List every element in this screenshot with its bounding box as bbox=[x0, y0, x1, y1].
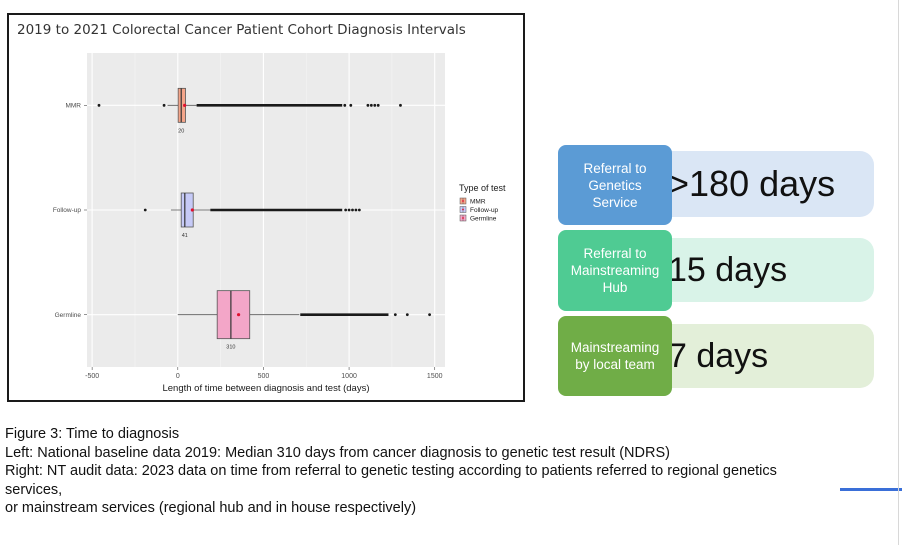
boxplot-chart: 20 MMR 41 Follow-up 310 Germline -500 0 500 1000 1… bbox=[53, 53, 506, 394]
flow-label-hub: Referral to Mainstreaming Hub bbox=[558, 230, 672, 311]
outlier-point bbox=[357, 208, 361, 212]
legend-label-mmr: MMR bbox=[470, 198, 486, 205]
caption-line-5: or mainstream services (regional hub and… bbox=[5, 500, 417, 517]
flow-value-genetics: >180 days bbox=[654, 151, 874, 217]
median-label-follow-up: 41 bbox=[182, 233, 188, 239]
x-tick-label: 0 bbox=[176, 373, 180, 380]
outlier-point bbox=[393, 313, 397, 317]
flow-value-hub: 15 days bbox=[654, 238, 874, 302]
mean-germline bbox=[236, 313, 241, 317]
figure-caption: Figure 3: Time to diagnosis Left: Nation… bbox=[5, 425, 903, 518]
caption-line-4: services, bbox=[5, 481, 63, 498]
legend-title: Type of test bbox=[459, 183, 506, 193]
outlier-point bbox=[399, 103, 402, 107]
outlier-point bbox=[373, 103, 377, 107]
outlier-point bbox=[347, 208, 351, 212]
legend-key-mean bbox=[462, 200, 464, 202]
legend-label-follow-up: Follow-up bbox=[470, 207, 499, 214]
spellcheck-underline bbox=[840, 482, 902, 490]
outlier-point bbox=[349, 103, 353, 107]
caption-line-2: Left: National baseline data 2019: Media… bbox=[5, 444, 670, 461]
page-edge-divider bbox=[898, 0, 899, 545]
legend-label-germline: Germline bbox=[470, 215, 497, 222]
outlier-point bbox=[376, 103, 380, 107]
median-label-germline: 310 bbox=[226, 345, 235, 351]
spellcheck-underline-2 bbox=[840, 486, 902, 491]
outlier-point bbox=[354, 208, 358, 212]
box-germline bbox=[216, 290, 251, 340]
category-label-germline: Germline bbox=[55, 312, 82, 319]
x-tick-label: 1500 bbox=[427, 373, 443, 380]
chart-frame: 2019 to 2021 Colorectal Cancer Patient C… bbox=[7, 13, 525, 402]
flow-row-hub: 15 days Referral to Mainstreaming Hub bbox=[558, 230, 878, 311]
caption-line-1: Figure 3: Time to diagnosis bbox=[5, 426, 180, 442]
outlier-point bbox=[162, 103, 166, 107]
mean-mmr bbox=[183, 103, 187, 107]
outlier-point bbox=[351, 208, 354, 212]
outlier-point bbox=[343, 103, 347, 107]
outlier-point bbox=[366, 103, 370, 107]
outlier-point bbox=[344, 208, 348, 212]
x-tick-label: -500 bbox=[85, 373, 99, 380]
x-tick-label: 500 bbox=[258, 373, 270, 380]
category-label-mmr: MMR bbox=[65, 103, 81, 110]
legend-key-mean bbox=[462, 208, 464, 211]
mean-follow-up bbox=[190, 208, 194, 212]
category-label-follow-up: Follow-up bbox=[53, 207, 82, 214]
flow-label-genetics: Referral to Genetics Service bbox=[558, 145, 672, 225]
chart-title: 2019 to 2021 Colorectal Cancer Patient C… bbox=[17, 22, 466, 38]
flow-row-genetics: >180 days Referral to Genetics Service bbox=[558, 145, 878, 225]
x-tick-label: 1000 bbox=[341, 373, 357, 380]
outlier-point bbox=[97, 103, 101, 107]
flow-label-local: Mainstreaming by local team bbox=[558, 316, 672, 396]
median-label-mmr: 20 bbox=[178, 128, 184, 134]
flow-value-local: 7 days bbox=[654, 324, 874, 388]
outlier-point bbox=[405, 313, 409, 317]
flow-row-local: 7 days Mainstreaming by local team bbox=[558, 316, 878, 396]
outlier-point bbox=[369, 103, 373, 107]
outlier-point bbox=[143, 208, 147, 212]
x-axis-title: Length of time between diagnosis and tes… bbox=[162, 383, 369, 394]
legend-key-mean bbox=[462, 217, 464, 219]
caption-line-3: Right: NT audit data: 2023 data on time … bbox=[5, 463, 777, 480]
outlier-point bbox=[428, 313, 431, 317]
